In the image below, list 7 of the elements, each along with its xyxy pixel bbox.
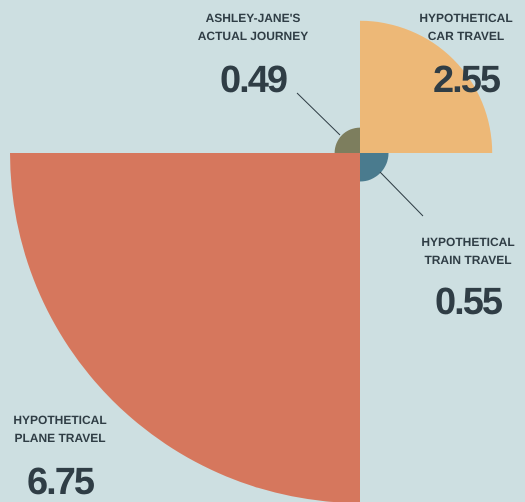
category-label: ASHLEY-JANE'S ACTUAL JOURNEY xyxy=(198,11,308,43)
data-label: 6.75 xyxy=(27,461,95,502)
data-label: 0.55 xyxy=(435,281,503,323)
category-label: HYPOTHETICAL TRAIN TRAVEL xyxy=(421,235,515,267)
category-label: HYPOTHETICAL CAR TRAVEL xyxy=(419,11,513,43)
data-label: 0.49 xyxy=(220,59,287,101)
category-label: HYPOTHETICAL PLANE TRAVEL xyxy=(13,413,107,445)
